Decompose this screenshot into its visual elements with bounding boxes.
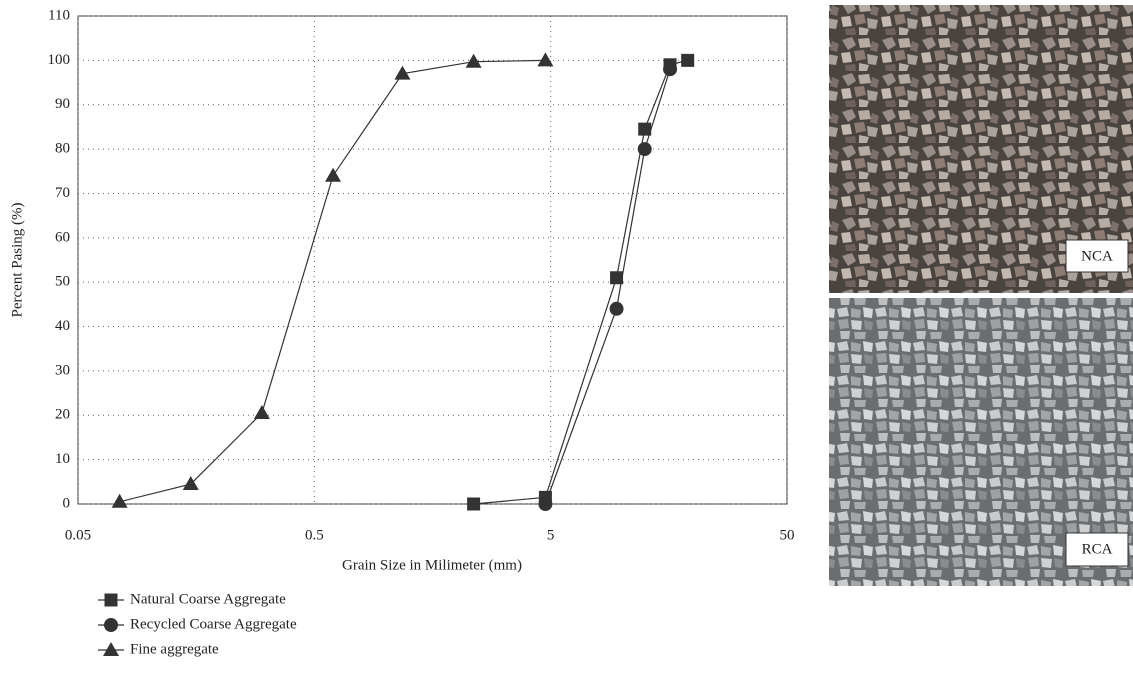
series-line — [120, 60, 546, 501]
y-tick-label: 60 — [55, 229, 70, 245]
y-tick-label: 10 — [55, 451, 70, 467]
data-point — [681, 54, 694, 67]
data-point — [467, 498, 480, 511]
legend-marker — [103, 642, 119, 656]
y-axis-label: Percent Pasing (%) — [9, 203, 25, 318]
series-line — [474, 60, 688, 504]
y-tick-label: 20 — [55, 407, 70, 423]
legend-marker — [104, 618, 118, 632]
photo-label: NCA — [1081, 248, 1113, 264]
data-point — [610, 302, 624, 316]
plot-frame — [78, 16, 787, 504]
y-tick-label: 90 — [55, 96, 70, 112]
x-axis-label: Grain Size in Milimeter (mm) — [342, 557, 522, 573]
x-tick-label: 50 — [780, 527, 795, 543]
y-tick-label: 50 — [55, 274, 70, 290]
legend-label: Natural Coarse Aggregate — [130, 591, 286, 607]
legend-marker — [105, 594, 118, 607]
y-tick-label: 70 — [55, 185, 70, 201]
data-point — [538, 497, 552, 511]
legend-label: Recycled Coarse Aggregate — [130, 616, 297, 632]
data-point — [638, 142, 652, 156]
x-tick-label: 0.5 — [305, 527, 324, 543]
y-tick-label: 0 — [63, 495, 71, 511]
figure: Grain Size in Milimeter (mm) Percent Pas… — [0, 0, 1133, 679]
y-tick-label: 110 — [48, 7, 70, 23]
data-point — [537, 52, 553, 66]
y-tick-label: 100 — [48, 52, 71, 68]
data-point — [254, 405, 270, 419]
y-tick-label: 30 — [55, 362, 70, 378]
photo-label: RCA — [1082, 541, 1113, 557]
y-tick-label: 40 — [55, 318, 70, 334]
x-tick-label: 5 — [547, 527, 555, 543]
x-tick-label: 0.05 — [65, 527, 91, 543]
data-point — [663, 62, 677, 76]
y-tick-label: 80 — [55, 141, 70, 157]
data-point — [325, 168, 341, 182]
legend-label: Fine aggregate — [130, 641, 219, 657]
